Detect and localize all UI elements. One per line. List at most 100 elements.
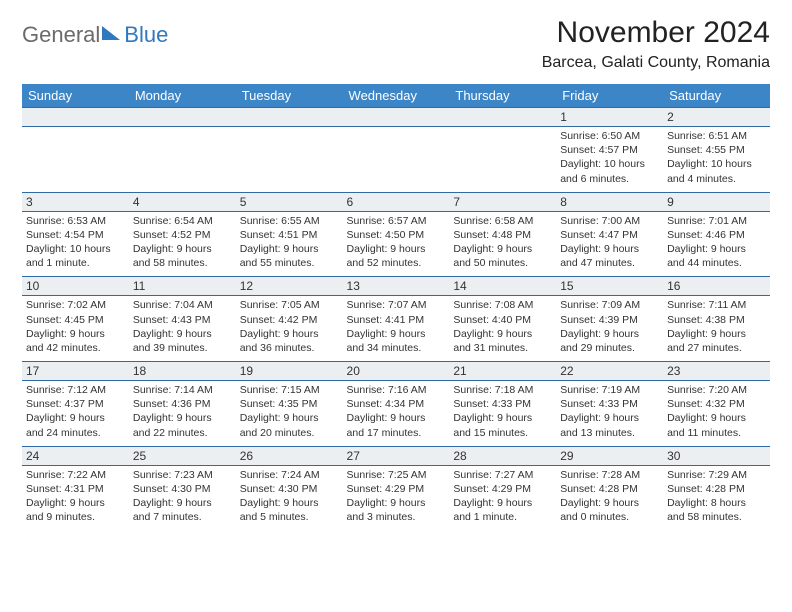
daylight-text: Daylight: 9 hours and 31 minutes. [453, 327, 552, 355]
daylight-text: Daylight: 9 hours and 44 minutes. [667, 242, 766, 270]
day-number-cell: 28 [449, 446, 556, 465]
day-number-cell: 21 [449, 362, 556, 381]
sunset-text: Sunset: 4:36 PM [133, 397, 232, 411]
sunset-text: Sunset: 4:55 PM [667, 143, 766, 157]
day-number-cell: 14 [449, 277, 556, 296]
day-number-cell [449, 108, 556, 127]
daylight-text: Daylight: 8 hours and 58 minutes. [667, 496, 766, 524]
sunrise-text: Sunrise: 6:50 AM [560, 129, 659, 143]
day-number-cell: 23 [663, 362, 770, 381]
day-cell: Sunrise: 6:54 AMSunset: 4:52 PMDaylight:… [129, 211, 236, 277]
sunrise-text: Sunrise: 6:57 AM [347, 214, 446, 228]
sunset-text: Sunset: 4:32 PM [667, 397, 766, 411]
sunset-text: Sunset: 4:37 PM [26, 397, 125, 411]
day-number-cell: 13 [343, 277, 450, 296]
daylight-text: Daylight: 9 hours and 58 minutes. [133, 242, 232, 270]
day-cell: Sunrise: 7:09 AMSunset: 4:39 PMDaylight:… [556, 296, 663, 362]
weekday-header: Saturday [663, 84, 770, 108]
daylight-text: Daylight: 9 hours and 29 minutes. [560, 327, 659, 355]
day-number-cell: 16 [663, 277, 770, 296]
sunrise-text: Sunrise: 7:24 AM [240, 468, 339, 482]
location: Barcea, Galati County, Romania [542, 54, 770, 72]
day-number-cell: 17 [22, 362, 129, 381]
day-number-cell [129, 108, 236, 127]
sunset-text: Sunset: 4:42 PM [240, 313, 339, 327]
sunrise-text: Sunrise: 7:09 AM [560, 298, 659, 312]
sunset-text: Sunset: 4:29 PM [453, 482, 552, 496]
sunrise-text: Sunrise: 7:00 AM [560, 214, 659, 228]
logo-triangle-icon [102, 26, 120, 40]
sunset-text: Sunset: 4:31 PM [26, 482, 125, 496]
weekday-header: Friday [556, 84, 663, 108]
week-row: Sunrise: 7:22 AMSunset: 4:31 PMDaylight:… [22, 465, 770, 530]
day-cell: Sunrise: 7:08 AMSunset: 4:40 PMDaylight:… [449, 296, 556, 362]
day-cell [449, 127, 556, 193]
weekday-header-row: Sunday Monday Tuesday Wednesday Thursday… [22, 84, 770, 108]
sunrise-text: Sunrise: 7:25 AM [347, 468, 446, 482]
sunrise-text: Sunrise: 7:20 AM [667, 383, 766, 397]
sunset-text: Sunset: 4:30 PM [240, 482, 339, 496]
day-cell: Sunrise: 7:19 AMSunset: 4:33 PMDaylight:… [556, 381, 663, 447]
day-number-cell: 4 [129, 192, 236, 211]
day-number-cell: 18 [129, 362, 236, 381]
daylight-text: Daylight: 9 hours and 20 minutes. [240, 411, 339, 439]
sunset-text: Sunset: 4:33 PM [560, 397, 659, 411]
day-number-cell: 26 [236, 446, 343, 465]
day-number-cell: 9 [663, 192, 770, 211]
sunset-text: Sunset: 4:52 PM [133, 228, 232, 242]
day-number-cell: 22 [556, 362, 663, 381]
day-cell: Sunrise: 6:53 AMSunset: 4:54 PMDaylight:… [22, 211, 129, 277]
sunrise-text: Sunrise: 7:22 AM [26, 468, 125, 482]
sunrise-text: Sunrise: 6:54 AM [133, 214, 232, 228]
sunset-text: Sunset: 4:45 PM [26, 313, 125, 327]
daynum-row: 10111213141516 [22, 277, 770, 296]
daylight-text: Daylight: 9 hours and 24 minutes. [26, 411, 125, 439]
sunrise-text: Sunrise: 6:51 AM [667, 129, 766, 143]
day-cell: Sunrise: 7:22 AMSunset: 4:31 PMDaylight:… [22, 465, 129, 530]
sunset-text: Sunset: 4:28 PM [560, 482, 659, 496]
sunset-text: Sunset: 4:47 PM [560, 228, 659, 242]
calendar-table: Sunday Monday Tuesday Wednesday Thursday… [22, 84, 770, 530]
daylight-text: Daylight: 9 hours and 0 minutes. [560, 496, 659, 524]
weekday-header: Monday [129, 84, 236, 108]
title-block: November 2024 Barcea, Galati County, Rom… [542, 16, 770, 72]
day-cell: Sunrise: 7:12 AMSunset: 4:37 PMDaylight:… [22, 381, 129, 447]
sunrise-text: Sunrise: 7:11 AM [667, 298, 766, 312]
sunrise-text: Sunrise: 7:29 AM [667, 468, 766, 482]
sunset-text: Sunset: 4:35 PM [240, 397, 339, 411]
day-cell [343, 127, 450, 193]
day-number-cell: 24 [22, 446, 129, 465]
day-cell: Sunrise: 6:51 AMSunset: 4:55 PMDaylight:… [663, 127, 770, 193]
week-row: Sunrise: 7:02 AMSunset: 4:45 PM Daylight:… [22, 296, 770, 362]
sunset-text: Sunset: 4:57 PM [560, 143, 659, 157]
sunrise-text: Sunrise: 7:01 AM [667, 214, 766, 228]
day-number-cell: 5 [236, 192, 343, 211]
daylight-text: Daylight: 9 hours and 11 minutes. [667, 411, 766, 439]
day-cell: Sunrise: 7:04 AMSunset: 4:43 PMDaylight:… [129, 296, 236, 362]
sunrise-text: Sunrise: 7:15 AM [240, 383, 339, 397]
daynum-row: 3456789 [22, 192, 770, 211]
day-cell: Sunrise: 7:16 AMSunset: 4:34 PMDaylight:… [343, 381, 450, 447]
daylight-text: Daylight: 9 hours and 3 minutes. [347, 496, 446, 524]
sunset-text: Sunset: 4:43 PM [133, 313, 232, 327]
daylight-text: Daylight: 9 hours and 9 minutes. [26, 496, 125, 524]
week-row: Sunrise: 7:12 AMSunset: 4:37 PMDaylight:… [22, 381, 770, 447]
day-number-cell: 30 [663, 446, 770, 465]
day-number-cell: 2 [663, 108, 770, 127]
week-row: Sunrise: 6:53 AMSunset: 4:54 PMDaylight:… [22, 211, 770, 277]
sunrise-text: Sunrise: 7:04 AM [133, 298, 232, 312]
daylight-text: Daylight: 10 hours and 1 minute. [26, 242, 125, 270]
day-cell [129, 127, 236, 193]
sunrise-text: Sunrise: 7:27 AM [453, 468, 552, 482]
sunrise-text: Sunrise: 7:02 AM [26, 298, 125, 312]
weekday-header: Sunday [22, 84, 129, 108]
sunset-text: Sunset: 4:33 PM [453, 397, 552, 411]
weekday-header: Tuesday [236, 84, 343, 108]
day-cell: Sunrise: 6:55 AMSunset: 4:51 PMDaylight:… [236, 211, 343, 277]
weekday-header: Wednesday [343, 84, 450, 108]
sunset-text: Sunset: 4:30 PM [133, 482, 232, 496]
sunrise-text: Sunrise: 7:07 AM [347, 298, 446, 312]
day-number-cell: 20 [343, 362, 450, 381]
month-title: November 2024 [542, 16, 770, 50]
sunrise-text: Sunrise: 7:19 AM [560, 383, 659, 397]
